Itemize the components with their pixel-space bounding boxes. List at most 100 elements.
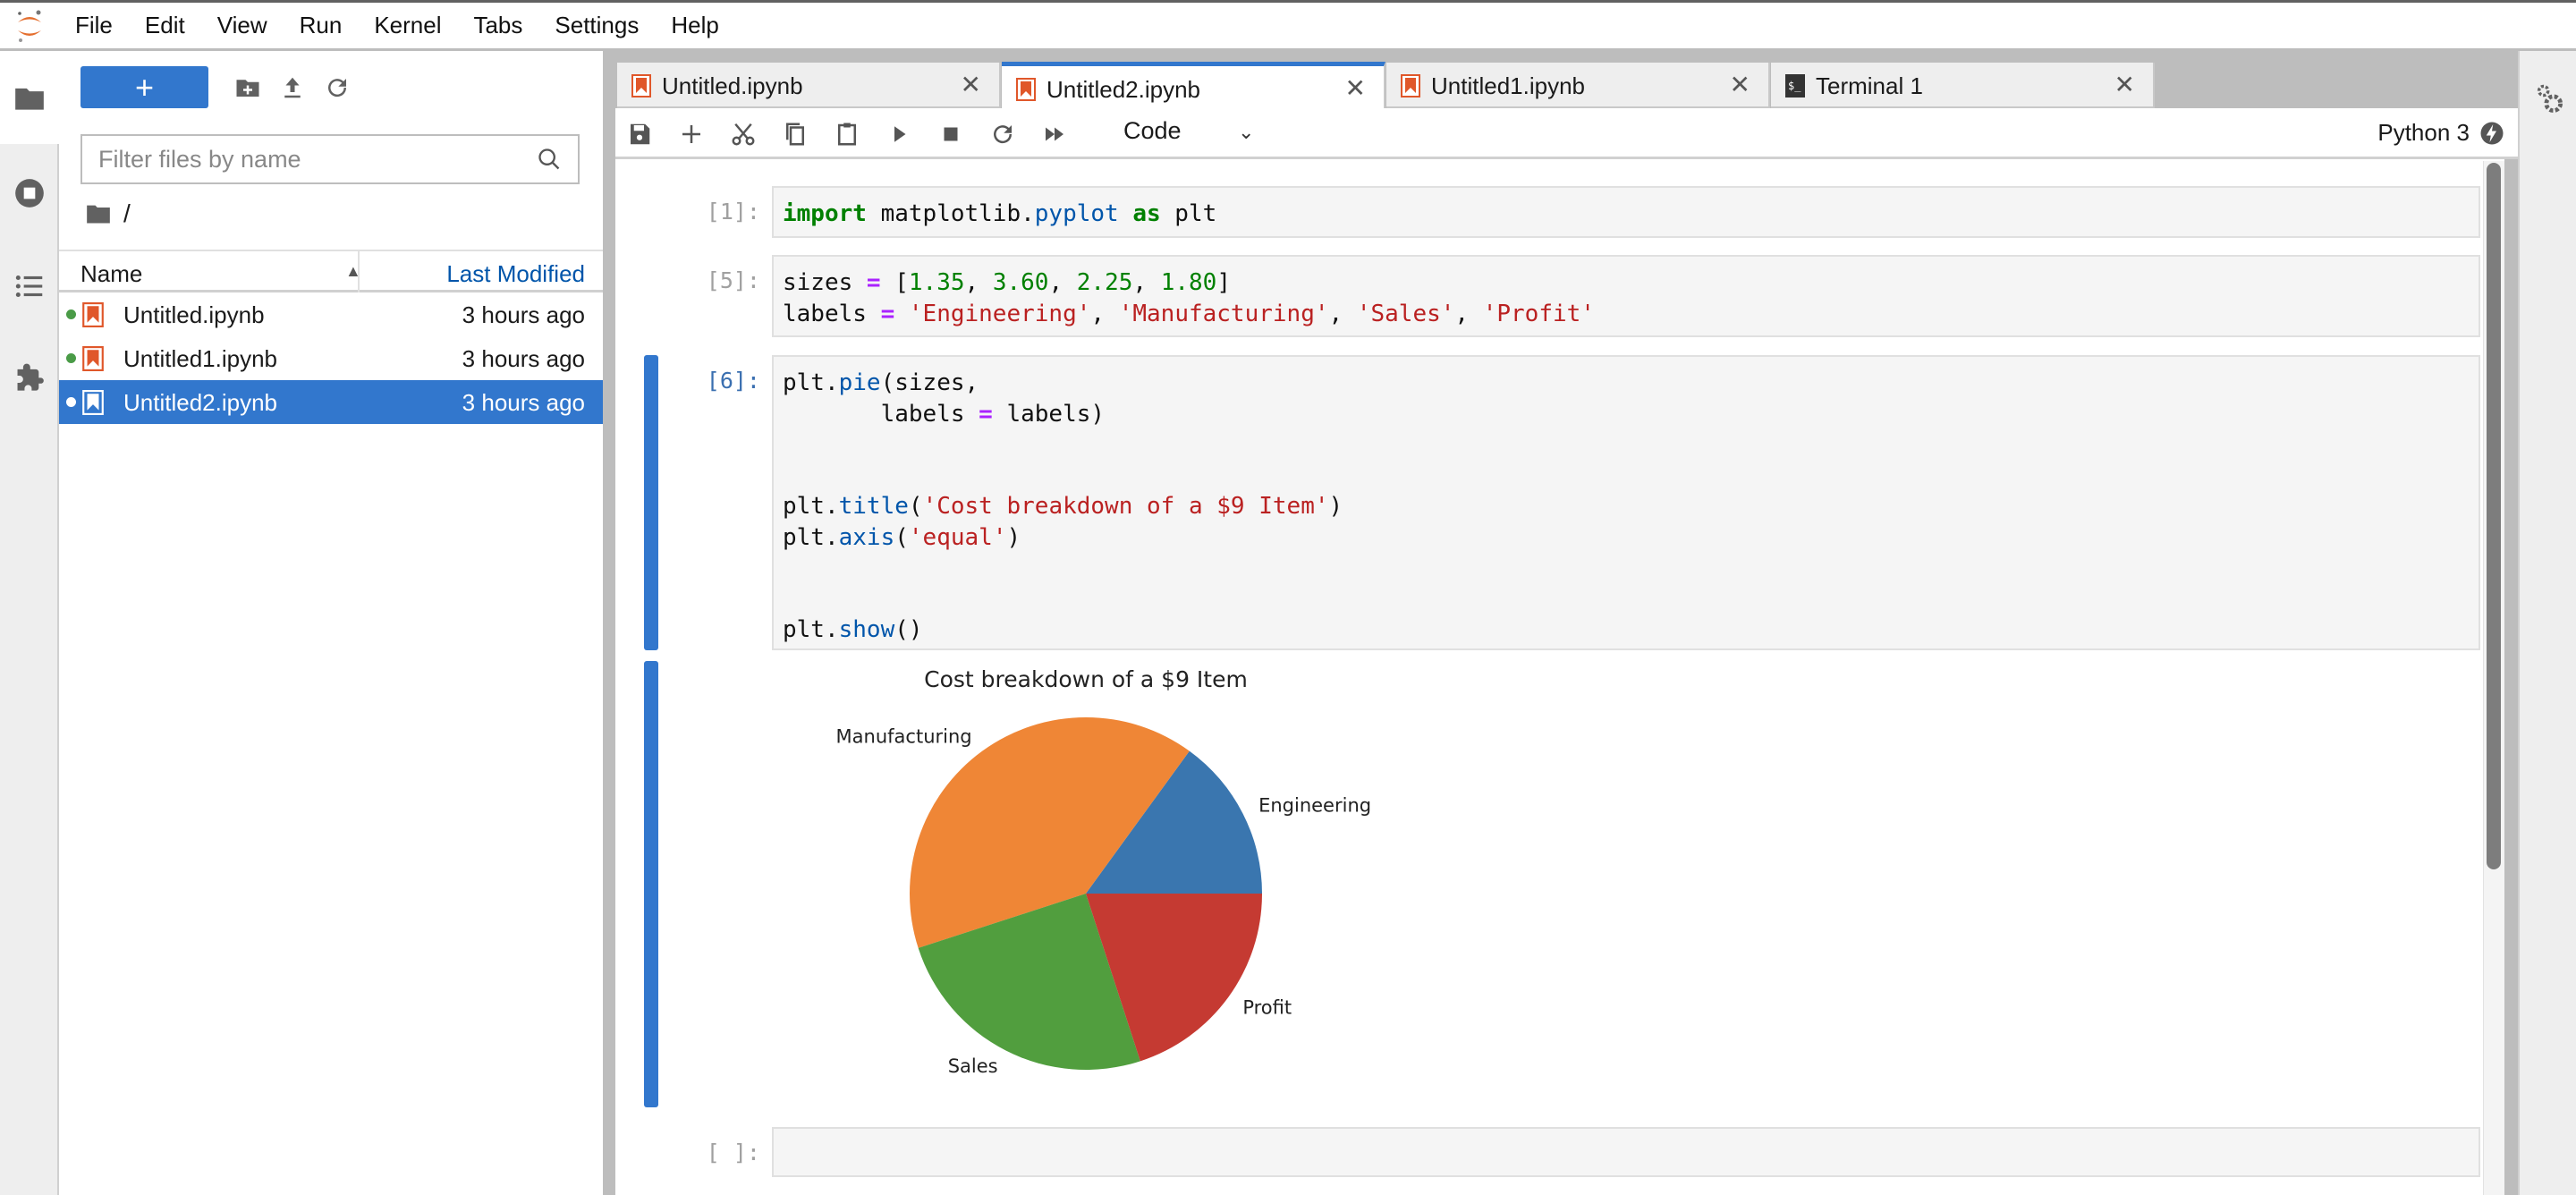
paste-icon[interactable]	[834, 121, 860, 148]
menu-file[interactable]: File	[75, 12, 113, 38]
sort-ascending-icon[interactable]: ▲	[345, 262, 361, 280]
file-name: Untitled2.ipynb	[123, 389, 277, 416]
cell-prompt: [5]:	[706, 267, 760, 293]
code-token: as	[1132, 200, 1161, 227]
menu-settings[interactable]: Settings	[555, 12, 640, 38]
window-top-border	[0, 0, 2576, 3]
panel-splitter[interactable]	[603, 51, 615, 1195]
tab-label: Untitled.ipynb	[662, 72, 803, 99]
column-header-name[interactable]: Name	[80, 260, 143, 287]
new-launcher-button[interactable]: +	[80, 66, 208, 108]
property-inspector-gears-icon[interactable]	[2532, 81, 2566, 117]
menu-kernel[interactable]: Kernel	[374, 12, 442, 38]
code-token: 2.25	[1076, 269, 1133, 296]
code-token: (sizes,	[880, 369, 979, 396]
code-cell-input[interactable]: plt.pie(sizes, labels = labels) plt.titl…	[772, 355, 2480, 650]
tab-untitled-ipynb[interactable]: Untitled.ipynb ✕	[617, 63, 1001, 108]
home-folder-icon[interactable]	[86, 202, 111, 225]
pie-label-profit: Profit	[1242, 996, 1292, 1018]
search-icon	[538, 148, 560, 170]
close-icon[interactable]: ✕	[1344, 74, 1366, 102]
code-token	[1119, 200, 1133, 227]
active-cell-indicator[interactable]	[644, 355, 658, 650]
code-token: [	[880, 269, 909, 296]
breadcrumb-path[interactable]: /	[123, 199, 131, 227]
code-token: =	[866, 269, 881, 296]
cell-prompt: [ ]:	[706, 1140, 760, 1165]
code-token: ,	[1048, 269, 1077, 296]
code-token: plt.	[783, 493, 839, 520]
notebook-icon	[1401, 74, 1420, 97]
code-line: import matplotlib.pyplot as plt	[783, 199, 2470, 230]
menu-tabs[interactable]: Tabs	[473, 12, 523, 38]
code-token: 'equal'	[908, 523, 1007, 551]
pie-slice-manufacturing	[910, 717, 1190, 948]
extension-puzzle-icon[interactable]	[13, 362, 47, 396]
code-token: =	[880, 300, 895, 327]
run-icon[interactable]	[886, 121, 912, 148]
scrollbar-thumb[interactable]	[2487, 163, 2501, 869]
insert-cell-icon[interactable]	[678, 121, 705, 148]
code-cell-input[interactable]: sizes = [1.35, 3.60, 2.25, 1.80] labels =…	[772, 255, 2480, 337]
cell-type-dropdown[interactable]: Code	[1123, 117, 1182, 144]
close-icon[interactable]: ✕	[2114, 71, 2135, 98]
code-line	[783, 429, 2470, 461]
code-token: ,	[1454, 300, 1483, 327]
new-folder-icon[interactable]	[234, 74, 261, 101]
tab-label: Terminal 1	[1816, 72, 1923, 99]
code-token: ,	[1328, 300, 1357, 327]
code-token: sizes	[783, 269, 867, 296]
column-header-last-modified[interactable]: Last Modified	[446, 260, 585, 287]
cut-icon[interactable]	[730, 121, 757, 148]
tab-terminal-1[interactable]: $_ Terminal 1 ✕	[1771, 63, 2155, 108]
code-token: =	[979, 400, 993, 428]
code-token: 1.80	[1160, 269, 1217, 296]
filter-files-input[interactable]: Filter files by name	[80, 134, 580, 184]
tab-untitled1-ipynb[interactable]: Untitled1.ipynb ✕	[1386, 63, 1770, 108]
menu-help[interactable]: Help	[671, 12, 719, 38]
code-token	[894, 301, 909, 327]
folder-icon[interactable]	[13, 81, 47, 115]
code-token: import	[783, 200, 867, 227]
restart-icon[interactable]	[989, 121, 1016, 148]
tab-untitled2-ipynb[interactable]: Untitled2.ipynb ✕	[1002, 62, 1385, 108]
code-cell-input[interactable]: import matplotlib.pyplot as plt	[772, 186, 2480, 238]
file-list-item[interactable]: Untitled2.ipynb 3 hours ago	[59, 380, 603, 424]
code-line	[783, 553, 2470, 584]
code-token: title	[838, 493, 909, 520]
code-token: )	[1006, 523, 1021, 551]
code-token: plt.	[783, 523, 839, 551]
new-button-label: +	[134, 68, 155, 106]
refresh-icon[interactable]	[324, 74, 351, 101]
chevron-down-icon[interactable]: ⌄	[1238, 121, 1255, 143]
notebook-icon	[82, 346, 104, 371]
code-line: labels = 'Engineering', 'Manufacturing',…	[783, 299, 2470, 330]
table-of-contents-icon[interactable]	[13, 269, 47, 303]
output-collapse-indicator[interactable]	[644, 661, 658, 1107]
close-icon[interactable]: ✕	[960, 71, 981, 98]
notebook-icon	[631, 74, 651, 97]
cell-prompt: [1]:	[706, 199, 760, 225]
file-list-item[interactable]: Untitled.ipynb 3 hours ago	[59, 292, 603, 336]
menu-run[interactable]: Run	[299, 12, 343, 38]
stop-icon[interactable]	[937, 121, 964, 148]
fast-forward-icon[interactable]	[1041, 121, 1068, 148]
copy-icon[interactable]	[782, 121, 809, 148]
code-token: ]	[1216, 269, 1231, 296]
pie-slice-sales	[918, 894, 1140, 1070]
code-cell-input[interactable]	[772, 1127, 2480, 1177]
kernel-name[interactable]: Python 3	[2377, 119, 2470, 146]
save-icon[interactable]	[626, 121, 653, 148]
code-token: 1.35	[908, 269, 965, 296]
running-stop-icon[interactable]	[13, 176, 47, 210]
code-token: labels)	[992, 400, 1106, 428]
upload-icon[interactable]	[279, 74, 306, 101]
pie-label-engineering: Engineering	[1258, 795, 1371, 817]
menu-view[interactable]: View	[216, 12, 267, 38]
code-token: 3.60	[992, 269, 1049, 296]
file-list-item[interactable]: Untitled1.ipynb 3 hours ago	[59, 336, 603, 380]
pie-slice-profit	[1086, 894, 1262, 1062]
menu-edit[interactable]: Edit	[144, 12, 185, 38]
menu-bar: File Edit View Run Kernel Tabs Settings Help	[0, 3, 2576, 51]
close-icon[interactable]: ✕	[1729, 71, 1750, 98]
